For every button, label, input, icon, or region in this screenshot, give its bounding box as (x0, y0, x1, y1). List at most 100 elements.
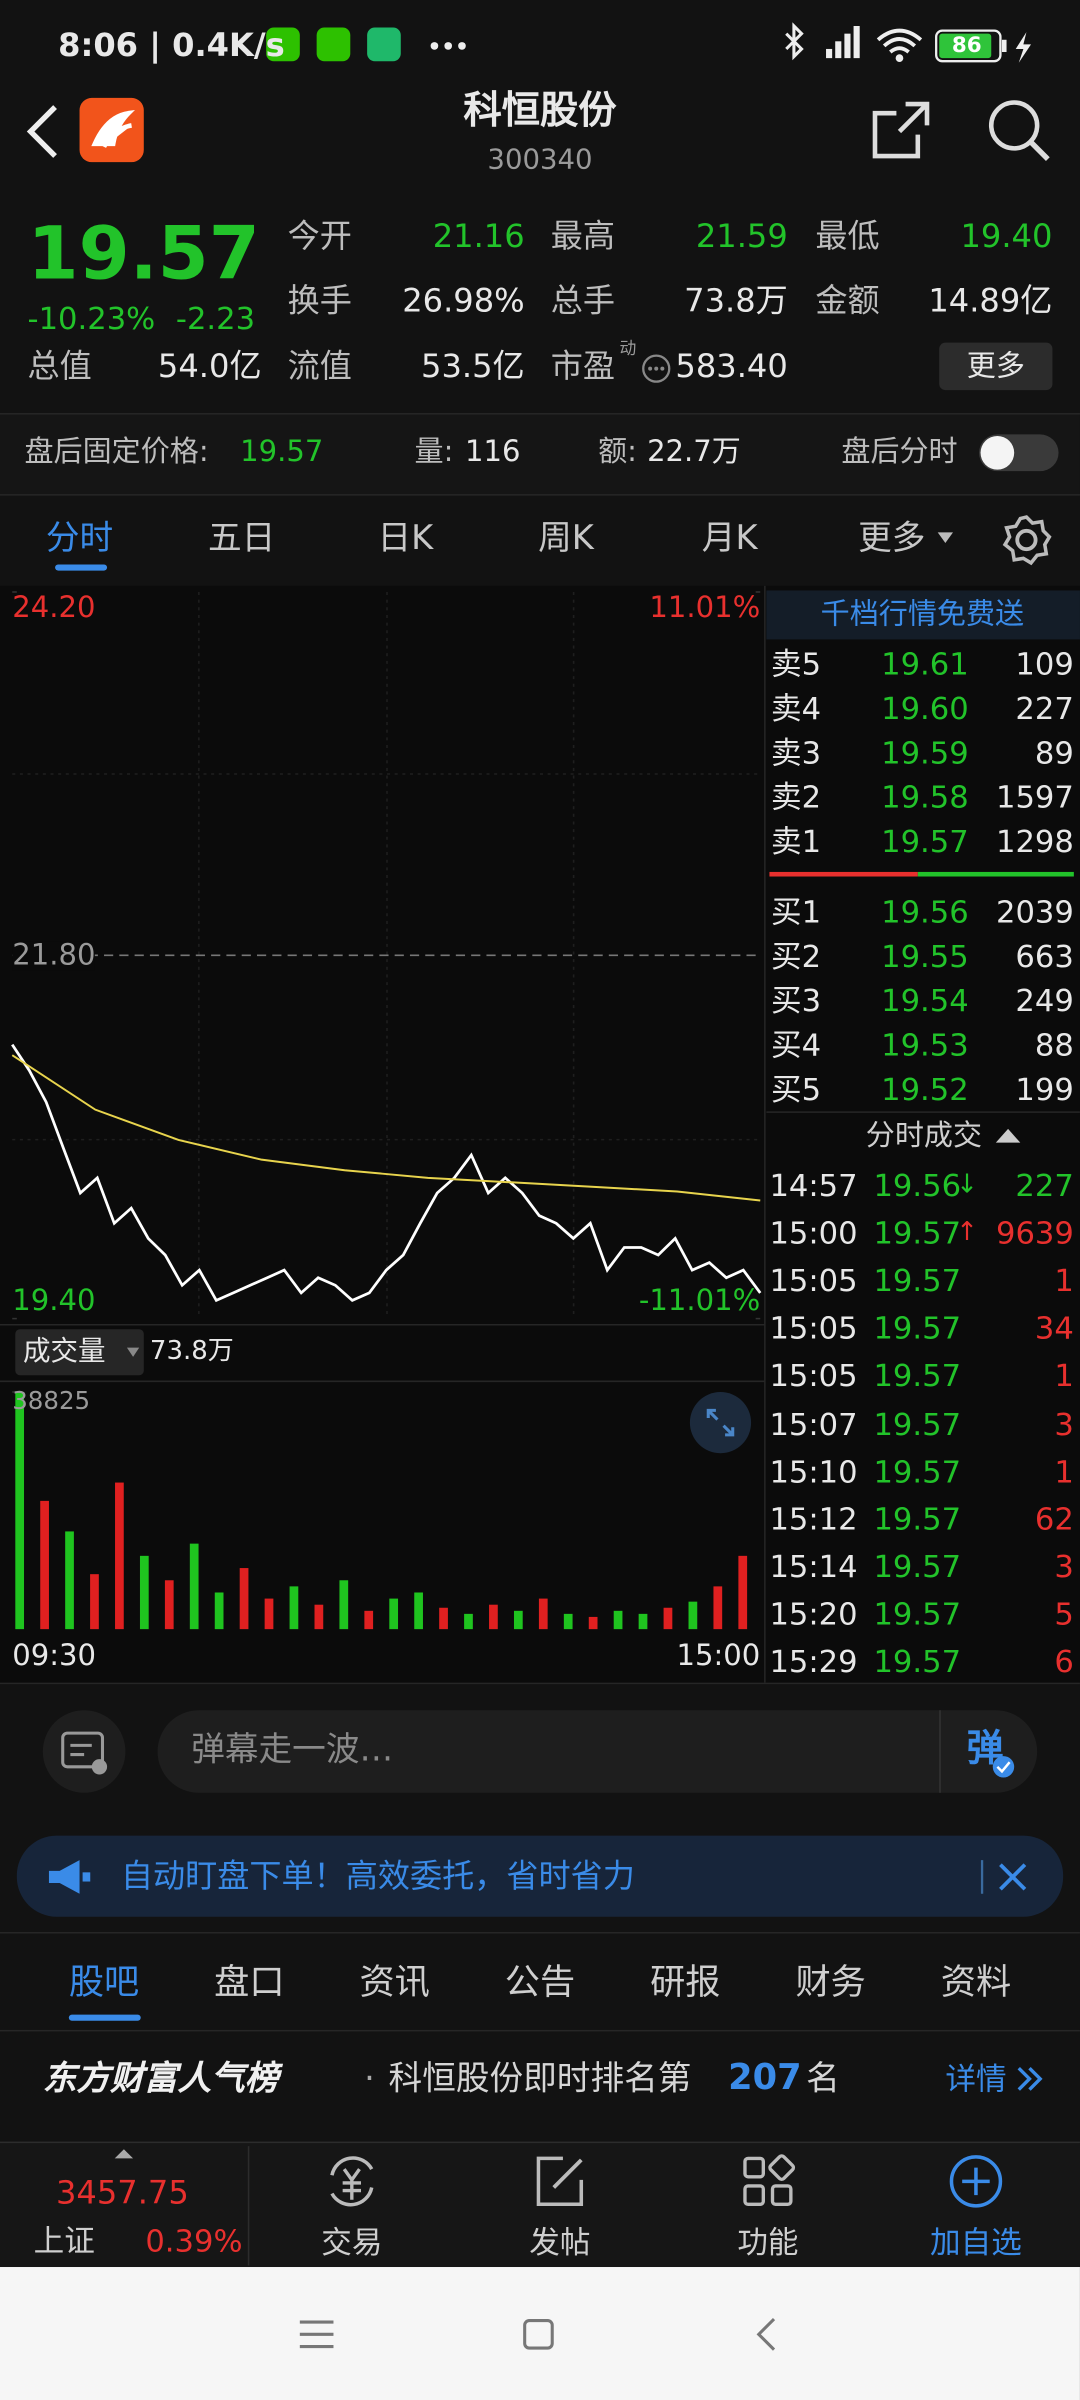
level-label: 卖4 (770, 689, 822, 727)
order-book-title[interactable]: 千档行情免费送 (820, 597, 1025, 632)
trade-time: 15:10 (769, 1452, 858, 1490)
volume-bar (414, 1592, 423, 1630)
comment-settings-icon[interactable] (41, 1709, 127, 1795)
volume-bar (314, 1604, 324, 1630)
chart-tab[interactable]: 五日 (208, 520, 276, 559)
section-tab[interactable]: 资讯 (359, 1963, 430, 2004)
ranking-suffix: 名 (806, 2060, 840, 2099)
system-menu-button[interactable] (299, 2319, 334, 2350)
pe-info-icon[interactable] (641, 353, 672, 384)
section-tab[interactable]: 公告 (504, 1963, 576, 2004)
volume-bar (563, 1613, 573, 1630)
y-tick-label: 24.20 (12, 591, 96, 625)
volume-bar (638, 1613, 648, 1630)
chart-tab[interactable]: 更多 (858, 520, 926, 559)
y-tick-label: 19.40 (12, 1284, 96, 1318)
y-tick-label: 21.80 (12, 937, 96, 972)
volume-title[interactable]: 成交量 (22, 1335, 106, 1368)
trade-time: 15:12 (769, 1500, 858, 1537)
volume-bar (663, 1607, 673, 1630)
volume-bar (389, 1598, 399, 1630)
field-value: 54.0亿 (157, 348, 262, 385)
danmaku-button[interactable]: 弹 (966, 1727, 1004, 1770)
after-hours-volume: 116 (465, 435, 521, 469)
nav-item[interactable]: 加自选 (930, 2224, 1022, 2261)
trade-time: 15:00 (769, 1214, 858, 1252)
settings-button[interactable] (1000, 514, 1052, 566)
level-label: 卖2 (770, 778, 822, 816)
volume-bar (613, 1610, 623, 1630)
spread-bar (917, 871, 1074, 877)
system-home-button[interactable] (523, 2319, 554, 2350)
ranking-link[interactable]: 详情 (945, 2060, 1007, 2098)
nav-item[interactable]: 交易 (321, 2224, 383, 2261)
comment-placeholder[interactable]: 弹幕走一波… (191, 1731, 394, 1770)
toggle[interactable] (979, 434, 1059, 472)
level-price: 19.60 (881, 689, 969, 727)
level-label: 卖5 (770, 645, 822, 683)
level-label: 卖3 (770, 734, 822, 771)
nav-item[interactable]: 功能 (737, 2224, 799, 2261)
function-icon[interactable] (742, 2154, 796, 2207)
trade-price: 19.57 (873, 1405, 962, 1442)
nav-item[interactable]: 发帖 (529, 2224, 591, 2261)
add-watchlist-icon[interactable] (948, 2154, 1003, 2209)
volume-bar (439, 1607, 448, 1630)
level-price: 19.57 (881, 822, 969, 860)
spread-bar (769, 871, 918, 877)
field-label: 总手 (550, 282, 615, 319)
section-tab[interactable]: 财务 (795, 1963, 866, 2004)
trade-time: 15:29 (769, 1642, 858, 1680)
chart-tab[interactable]: 日K (377, 520, 434, 559)
volume-bar (65, 1531, 74, 1630)
trades-collapse-arrow[interactable] (995, 1127, 1021, 1143)
trade-volume: 227 (1015, 1167, 1074, 1204)
field-label: 最低 (815, 217, 880, 255)
level-volume: 199 (1015, 1070, 1074, 1108)
details-chevrons[interactable] (1016, 2065, 1044, 2093)
section-tab[interactable]: 盘口 (214, 1963, 285, 2004)
expand-button[interactable] (688, 1390, 752, 1454)
trade-volume: 6 (1054, 1642, 1074, 1680)
field-label: 金额 (815, 282, 880, 319)
trade-price: 19.57 (873, 1357, 962, 1395)
volume-bar (40, 1500, 49, 1630)
chart-tab[interactable]: 周K (538, 520, 594, 559)
volume-total: 73.8万 (149, 1336, 234, 1367)
trade-volume: 62 (1034, 1500, 1074, 1537)
search-button[interactable] (987, 98, 1051, 162)
more-button[interactable] (939, 342, 1053, 391)
ranking-text: 科恒股份即时排名第 (388, 2060, 692, 2099)
trade-time: 14:57 (769, 1167, 858, 1204)
section-tab[interactable]: 股吧 (68, 1963, 140, 2004)
field-value: 53.5亿 (421, 348, 525, 385)
trade-price: 19.57 (873, 1500, 962, 1537)
comment-input[interactable] (157, 1710, 1038, 1793)
after-hours-label: 盘后固定价格: (24, 435, 209, 469)
divider (939, 1710, 941, 1793)
level-price: 19.54 (881, 982, 969, 1019)
field-value: 14.89亿 (928, 282, 1053, 319)
volume-dropdown-box[interactable] (15, 1329, 144, 1376)
share-button[interactable] (872, 101, 930, 159)
chart-tab[interactable]: 月K (701, 520, 758, 559)
field-label: 总值 (27, 348, 92, 385)
post-icon[interactable] (532, 2154, 587, 2209)
trade-price: 19.57 (873, 1452, 962, 1490)
banner-text[interactable]: 自动盯盘下单！高效委托，省时省力 (120, 1857, 635, 1895)
back-button[interactable] (24, 104, 61, 159)
trade-icon[interactable] (323, 2154, 381, 2209)
banner-close[interactable] (979, 1860, 1031, 1894)
order-book-header-bg (766, 590, 1080, 640)
trade-time: 15:05 (769, 1262, 858, 1300)
volume-bar (264, 1598, 274, 1630)
system-back-button[interactable] (756, 2316, 777, 2353)
chart-tab[interactable]: 分时 (45, 520, 114, 559)
field-value: 583.40 (675, 348, 788, 385)
trade-volume: 1 (1054, 1452, 1074, 1490)
section-tab[interactable]: 研报 (650, 1963, 721, 2004)
section-tab[interactable]: 资料 (940, 1963, 1012, 2004)
banner[interactable] (16, 1835, 1064, 1917)
field-value: 21.16 (432, 217, 525, 255)
more-button-label[interactable]: 更多 (966, 349, 1025, 384)
